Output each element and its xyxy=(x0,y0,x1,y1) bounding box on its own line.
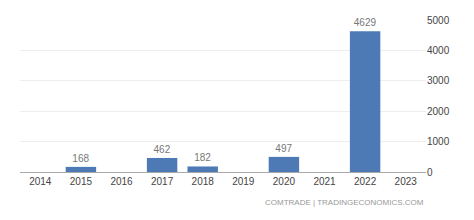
svg-text:462: 462 xyxy=(154,144,171,155)
svg-text:2018: 2018 xyxy=(192,176,215,187)
svg-text:2017: 2017 xyxy=(151,176,174,187)
svg-text:2021: 2021 xyxy=(313,176,336,187)
svg-text:168: 168 xyxy=(72,153,89,164)
svg-text:2023: 2023 xyxy=(395,176,418,187)
svg-text:5000: 5000 xyxy=(427,15,450,26)
svg-text:1000: 1000 xyxy=(427,136,450,147)
svg-text:2016: 2016 xyxy=(110,176,133,187)
svg-text:2014: 2014 xyxy=(29,176,52,187)
svg-text:2022: 2022 xyxy=(354,176,377,187)
svg-text:2020: 2020 xyxy=(273,176,296,187)
svg-text:2000: 2000 xyxy=(427,106,450,117)
svg-text:COMTRADE | TRADINGECONOMICS.CO: COMTRADE | TRADINGECONOMICS.COM xyxy=(265,198,424,207)
svg-text:497: 497 xyxy=(275,143,292,154)
svg-text:4629: 4629 xyxy=(354,17,377,28)
svg-text:0: 0 xyxy=(427,167,433,178)
svg-text:3000: 3000 xyxy=(427,75,450,86)
svg-text:2015: 2015 xyxy=(70,176,93,187)
svg-text:182: 182 xyxy=(194,152,211,163)
svg-text:4000: 4000 xyxy=(427,45,450,56)
svg-text:2019: 2019 xyxy=(232,176,255,187)
